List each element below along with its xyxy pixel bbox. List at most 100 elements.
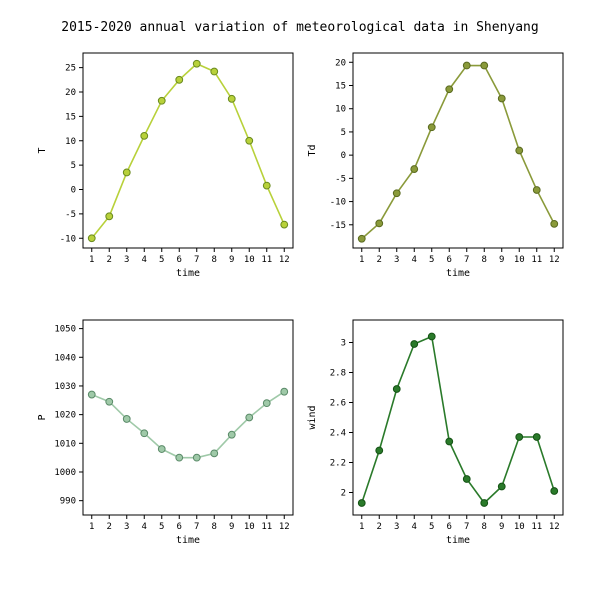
xtick-label: 8 xyxy=(482,522,487,532)
data-point xyxy=(446,86,453,93)
ytick-label: 1010 xyxy=(54,439,76,449)
data-point xyxy=(551,220,558,227)
x-axis-label: time xyxy=(176,535,200,546)
data-point xyxy=(358,235,365,242)
ytick-label: 1040 xyxy=(54,353,76,363)
data-point xyxy=(376,220,383,227)
xtick-label: 8 xyxy=(212,255,217,265)
data-point xyxy=(446,438,453,445)
ytick-label: -10 xyxy=(330,198,346,208)
xtick-label: 6 xyxy=(447,522,452,532)
xtick-label: 4 xyxy=(412,255,417,265)
data-point xyxy=(411,341,418,348)
data-point xyxy=(123,169,130,176)
ytick-label: 25 xyxy=(65,64,76,74)
ytick-label: 3 xyxy=(341,339,346,349)
ytick-label: 1020 xyxy=(54,411,76,421)
xtick-label: 6 xyxy=(447,255,452,265)
data-point xyxy=(88,235,95,242)
data-point xyxy=(463,476,470,483)
xtick-label: 2 xyxy=(107,255,112,265)
data-point xyxy=(516,434,523,441)
ytick-label: 15 xyxy=(65,112,76,122)
data-point xyxy=(246,137,253,144)
xtick-label: 10 xyxy=(244,255,255,265)
data-point xyxy=(428,124,435,131)
data-point xyxy=(141,430,148,437)
xtick-label: 12 xyxy=(549,522,560,532)
data-point xyxy=(281,388,288,395)
data-point xyxy=(533,187,540,194)
ytick-label: -5 xyxy=(335,174,346,184)
ytick-label: 1050 xyxy=(54,325,76,335)
data-point xyxy=(176,454,183,461)
ytick-label: 10 xyxy=(65,137,76,147)
xtick-label: 11 xyxy=(531,255,542,265)
data-point xyxy=(263,182,270,189)
data-point xyxy=(498,95,505,102)
data-point xyxy=(551,488,558,495)
data-point xyxy=(193,454,200,461)
xtick-label: 1 xyxy=(359,255,364,265)
xtick-label: 5 xyxy=(429,522,434,532)
xtick-label: 1 xyxy=(89,255,94,265)
x-axis-label: time xyxy=(446,535,470,546)
ytick-label: 0 xyxy=(341,151,346,161)
data-point xyxy=(158,446,165,453)
xtick-label: 6 xyxy=(177,522,182,532)
data-point xyxy=(88,391,95,398)
ytick-label: 5 xyxy=(71,161,76,171)
data-point xyxy=(481,500,488,507)
data-point xyxy=(246,414,253,421)
series-line-T xyxy=(92,64,285,239)
series-line-Td xyxy=(362,66,555,239)
data-point xyxy=(106,213,113,220)
xtick-label: 11 xyxy=(261,522,272,532)
xtick-label: 10 xyxy=(244,522,255,532)
data-point xyxy=(411,166,418,173)
y-axis-label: wind xyxy=(307,405,318,429)
ytick-label: 2.6 xyxy=(330,399,346,409)
series-line-P xyxy=(92,392,285,458)
ytick-label: 2.2 xyxy=(330,459,346,469)
data-point xyxy=(211,68,218,75)
ytick-label: 10 xyxy=(335,105,346,115)
ytick-label: 20 xyxy=(65,88,76,98)
data-point xyxy=(211,450,218,457)
chart-panel-Td: 123456789101112-15-10-505101520timeTd xyxy=(353,53,563,248)
xtick-label: 10 xyxy=(514,255,525,265)
xtick-label: 2 xyxy=(377,522,382,532)
xtick-label: 7 xyxy=(194,255,199,265)
data-point xyxy=(193,60,200,67)
xtick-label: 4 xyxy=(142,522,147,532)
xtick-label: 6 xyxy=(177,255,182,265)
data-point xyxy=(516,147,523,154)
ytick-label: 2.4 xyxy=(330,429,346,439)
ytick-label: -15 xyxy=(330,221,346,231)
ytick-label: 1000 xyxy=(54,468,76,478)
y-axis-label: T xyxy=(37,147,48,153)
axes-frame xyxy=(83,53,293,248)
axes-frame xyxy=(353,320,563,515)
x-axis-label: time xyxy=(446,268,470,279)
data-point xyxy=(176,76,183,83)
data-point xyxy=(498,483,505,490)
axes-frame xyxy=(353,53,563,248)
ytick-label: 0 xyxy=(71,186,76,196)
xtick-label: 3 xyxy=(124,255,129,265)
xtick-label: 3 xyxy=(394,522,399,532)
data-point xyxy=(358,500,365,507)
ytick-label: 2 xyxy=(341,489,346,499)
y-axis-label: P xyxy=(37,414,48,420)
axes-frame xyxy=(83,320,293,515)
chart-panel-wind: 12345678910111222.22.42.62.83timewind xyxy=(353,320,563,515)
ytick-label: 20 xyxy=(335,58,346,68)
xtick-label: 11 xyxy=(531,522,542,532)
xtick-label: 1 xyxy=(359,522,364,532)
xtick-label: 8 xyxy=(212,522,217,532)
xtick-label: 2 xyxy=(107,522,112,532)
data-point xyxy=(376,447,383,454)
data-point xyxy=(428,333,435,340)
data-point xyxy=(123,416,130,423)
x-axis-label: time xyxy=(176,268,200,279)
